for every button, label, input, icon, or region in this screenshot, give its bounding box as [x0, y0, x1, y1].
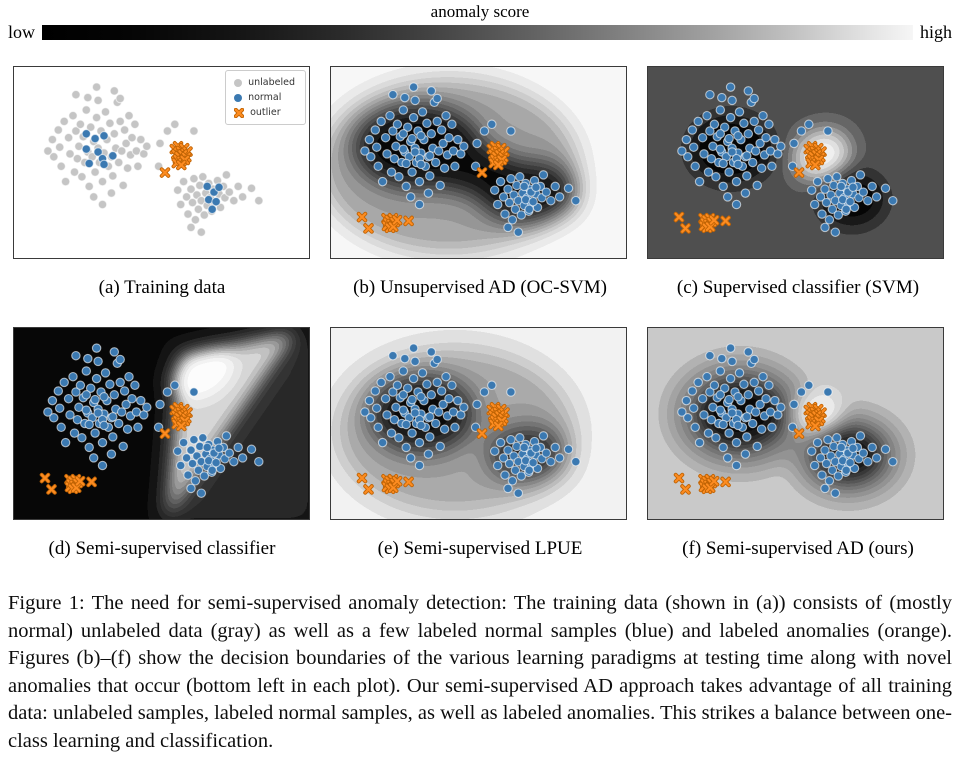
- panel-f: [647, 327, 944, 520]
- legend-unlabeled-label: unlabeled: [248, 77, 295, 88]
- subcaption-e: (e) Semi-supervised LPUE: [377, 538, 583, 559]
- legend-item-normal: normal: [234, 92, 295, 103]
- legend: unlabeled normal outlier: [225, 70, 306, 125]
- caption-row-2: (d) Semi-supervised classifier (e) Semi-…: [0, 538, 960, 560]
- normal-marker-icon: [234, 93, 243, 102]
- panel-b-points: [356, 82, 581, 237]
- subcaption-a: (a) Training data: [98, 277, 226, 298]
- legend-normal-label: normal: [248, 92, 282, 103]
- panel-d-points: [39, 343, 264, 498]
- colorbar-low-label: low: [8, 22, 35, 42]
- panel-row-2: [0, 327, 960, 520]
- legend-outlier-label: outlier: [250, 107, 281, 118]
- subcaption-c: (c) Supervised classifier (SVM): [676, 277, 920, 298]
- outlier-marker-icon: [234, 107, 245, 118]
- panel-a-points: [43, 82, 264, 237]
- figure-caption: Figure 1: The need for semi-supervised a…: [8, 592, 953, 752]
- panel-f-points: [673, 343, 898, 498]
- legend-item-unlabeled: unlabeled: [234, 77, 295, 88]
- subcaption-b: (b) Unsupervised AD (OC-SVM): [353, 277, 607, 298]
- panel-c-points: [673, 82, 898, 237]
- panel-row-1: unlabeled normal outlier: [0, 66, 960, 259]
- panel-c: [647, 66, 944, 259]
- colorbar-gradient: [42, 24, 913, 40]
- panel-d: [13, 327, 310, 520]
- panel-e: [330, 327, 627, 520]
- unlabeled-marker-icon: [234, 78, 243, 87]
- legend-item-outlier: outlier: [234, 107, 295, 118]
- panel-e-points: [356, 343, 581, 498]
- panel-b: [330, 66, 627, 259]
- colorbar: low high: [8, 22, 952, 42]
- subcaption-d: (d) Semi-supervised classifier: [48, 538, 276, 559]
- subcaption-f: (f) Semi-supervised AD (ours): [682, 538, 914, 559]
- colorbar-high-label: high: [919, 22, 952, 42]
- caption-row-1: (a) Training data (b) Unsupervised AD (O…: [0, 277, 960, 299]
- colorbar-title: anomaly score: [430, 2, 530, 21]
- panel-a: unlabeled normal outlier: [13, 66, 310, 259]
